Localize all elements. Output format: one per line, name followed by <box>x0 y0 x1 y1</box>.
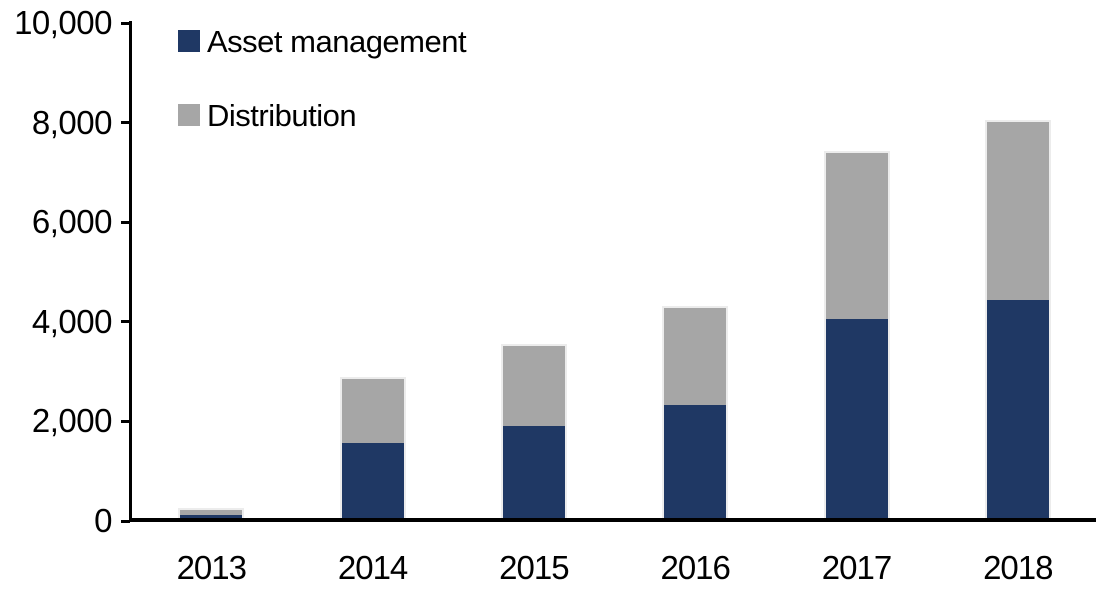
y-axis-tick <box>121 121 130 125</box>
y-tick-label: 2,000 <box>31 402 113 440</box>
y-tick-label: 4,000 <box>31 302 113 340</box>
x-tick-label-2015: 2015 <box>499 549 569 586</box>
y-axis-tick <box>121 519 130 523</box>
bar-segment-distribution-2014 <box>341 379 404 443</box>
legend-label-distribution: Distribution <box>207 97 357 133</box>
bar-stack-2015 <box>500 344 567 521</box>
x-axis-line <box>129 518 1096 522</box>
bar-stack-2016 <box>662 306 729 521</box>
y-tick-label: 6,000 <box>31 203 113 241</box>
asset-management-swatch-icon <box>178 30 200 52</box>
bar-segment-distribution-2017 <box>825 153 888 319</box>
bar-segment-asset-management-2015 <box>502 426 565 521</box>
y-tick-label: 8,000 <box>31 103 113 141</box>
distribution-swatch-icon <box>178 104 200 126</box>
y-axis-tick <box>121 220 130 224</box>
x-tick-label-2014: 2014 <box>337 549 408 586</box>
bar-segment-asset-management-2014 <box>341 443 404 521</box>
legend-label-asset-management: Asset management <box>207 23 467 59</box>
bar-segment-distribution-2013 <box>180 510 243 515</box>
y-axis-tick <box>121 21 130 25</box>
legend-item-distribution: Distribution <box>178 97 357 133</box>
y-tick-label: 10,000 <box>14 4 112 41</box>
bar-segment-asset-management-2018 <box>986 300 1049 521</box>
plot-area <box>129 21 1099 521</box>
bar-segment-distribution-2016 <box>664 308 727 405</box>
bar-stack-2018 <box>984 120 1051 521</box>
bar-segment-distribution-2015 <box>502 346 565 426</box>
y-tick-label: 0 <box>94 502 112 539</box>
bar-stack-2014 <box>339 377 406 521</box>
y-axis-tick <box>121 419 130 423</box>
bar-segment-asset-management-2016 <box>664 405 727 521</box>
x-tick-label-2016: 2016 <box>660 549 730 586</box>
bar-segment-distribution-2018 <box>986 122 1049 300</box>
x-tick-label-2018: 2018 <box>983 549 1053 586</box>
x-tick-label-2017: 2017 <box>821 549 892 586</box>
bar-stack-2017 <box>823 151 890 521</box>
x-tick-label-2013: 2013 <box>176 549 247 586</box>
legend-item-asset-management: Asset management <box>178 23 467 59</box>
bar-segment-asset-management-2017 <box>825 319 888 521</box>
y-axis-tick <box>121 320 130 324</box>
